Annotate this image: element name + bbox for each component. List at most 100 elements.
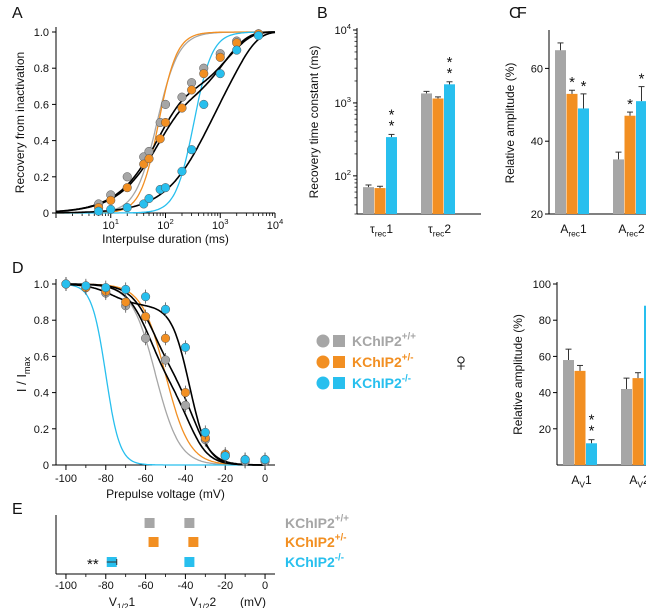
d-point-ko — [160, 304, 171, 314]
b-category-label: τrec2 — [428, 222, 451, 239]
c-category-label-part: A — [560, 222, 568, 236]
d-ylabel-part: I / I — [14, 374, 29, 392]
e-v2-label-part: 2 — [209, 595, 216, 608]
a-xtick-label: 104 — [267, 217, 284, 232]
e-v1-marker-het — [148, 537, 159, 547]
a-point-het — [155, 134, 165, 144]
a-point-het — [160, 117, 171, 128]
a-xtick-label-part: 10 — [267, 220, 279, 232]
a-point-het — [144, 154, 154, 164]
c-bar-het — [566, 93, 578, 214]
d-ytick-label: 0 — [43, 460, 49, 472]
f-category-label-part: 1 — [585, 473, 592, 487]
a-xlabel: Interpulse duration (ms) — [102, 232, 229, 246]
c-bar-ko — [636, 101, 646, 214]
d-xtick-label: -60 — [138, 473, 154, 485]
d-point-wt — [141, 333, 151, 343]
d-xtick-label: -20 — [217, 473, 233, 485]
e-v2-marker-wt — [184, 518, 195, 528]
a-point-ko — [215, 69, 225, 79]
e-legend-label: KChIP2+/+ — [285, 514, 349, 531]
a-xtick-label-part: 3 — [224, 217, 228, 226]
a-xtick-label-part: 10 — [102, 220, 114, 232]
d-xtick-label: 0 — [262, 473, 268, 485]
a-point-ko — [139, 199, 149, 209]
b-ytick-label-part: 10 — [334, 25, 346, 37]
a-ytick-label: 1.0 — [34, 27, 49, 39]
b-category-label-part: 1 — [386, 222, 393, 236]
c-sig-marker: * — [581, 78, 587, 95]
b-ytick-label-part: 10 — [334, 98, 346, 110]
legend-circle-marker — [316, 355, 330, 369]
e-sig-marker: ** — [87, 556, 99, 573]
a-point-het — [106, 195, 116, 205]
b-sig-marker: * — [447, 65, 453, 82]
d-point-ko — [180, 342, 190, 352]
c-bar-het — [624, 115, 636, 214]
d-ytick-label: 0.2 — [34, 424, 49, 436]
d-xtick-label: -80 — [98, 473, 114, 485]
legend-entry-label-part: KChIP2 — [352, 354, 402, 370]
legend-entry-label-part: +/+ — [402, 332, 416, 343]
legend-square-marker — [333, 335, 345, 347]
a-ytick-label: 0.4 — [34, 136, 49, 148]
a-point-ko — [187, 145, 197, 155]
a-point-wt — [122, 172, 132, 182]
a-point-ko — [199, 99, 209, 109]
f-category-label-part: 2 — [643, 473, 646, 487]
e-legend-label-part: +/- — [335, 533, 347, 544]
e-legend-label-part: KChIP2 — [285, 515, 335, 531]
a-point-ko — [177, 166, 187, 176]
a-xtick-label-part: 10 — [212, 220, 224, 232]
a-point-het — [187, 85, 197, 95]
f-bar-ko — [586, 443, 597, 465]
e-xtick-label: -60 — [138, 580, 154, 592]
f-sig-marker: * — [589, 412, 595, 429]
d-point-wt — [160, 355, 171, 365]
d-point-ko — [121, 284, 131, 294]
legend-entry-label: KChIP2+/+ — [352, 332, 416, 349]
e-v2-label-part: V — [190, 595, 198, 608]
f-ytick-label: 40 — [539, 388, 551, 400]
e-legend-label: KChIP2-/- — [285, 553, 344, 570]
b-ytick-label-part: 2 — [347, 168, 351, 177]
female-symbol: ♀ — [451, 347, 471, 377]
b-category-label-part: rec — [433, 229, 445, 239]
legend-circle-marker — [316, 376, 330, 390]
d-point-ko — [260, 455, 270, 465]
f-category-label: AV2 — [629, 473, 646, 490]
e-v2-label: V1/22 — [190, 595, 217, 608]
a-point-ko — [232, 45, 242, 55]
c-category-label-part: 2 — [638, 222, 645, 236]
d-point-ko — [240, 455, 250, 465]
legend-entry-label: KChIP2+/- — [352, 353, 414, 370]
a-point-ko — [94, 206, 104, 216]
d-point-wt — [180, 400, 190, 410]
a-point-ko — [160, 183, 171, 193]
a-ytick-label: 0.8 — [34, 63, 49, 75]
d-point-ko — [141, 292, 151, 302]
e-legend-label-part: -/- — [335, 553, 344, 564]
d-xtick-label: -100 — [55, 473, 77, 485]
f-category-label-part: A — [571, 473, 579, 487]
b-ytick-label-part: 4 — [347, 22, 352, 31]
f-category-label-part: V — [579, 480, 585, 490]
d-fit-curve-ko — [65, 283, 265, 466]
a-point-ko — [144, 193, 154, 204]
b-ytick-label: 102 — [334, 168, 351, 183]
legend-entry-label: KChIP2-/- — [352, 374, 411, 391]
a-point-het — [177, 103, 187, 113]
e-xtick-label: -80 — [98, 580, 114, 592]
e-v1-label: V1/21 — [109, 595, 136, 608]
d-point-het — [141, 312, 151, 322]
legend-entry-label-part: -/- — [402, 374, 411, 385]
c-category-label-part: A — [618, 222, 626, 236]
a-xtick-label: 101 — [102, 217, 119, 232]
b-bar-wt — [363, 187, 374, 214]
b-category-label-part: τ — [370, 222, 375, 236]
panel-label-c: C — [509, 5, 521, 22]
d-point-het — [180, 388, 190, 398]
c-category-label: Arec1 — [560, 222, 587, 239]
legend-entry-label-part: KChIP2 — [352, 333, 402, 349]
